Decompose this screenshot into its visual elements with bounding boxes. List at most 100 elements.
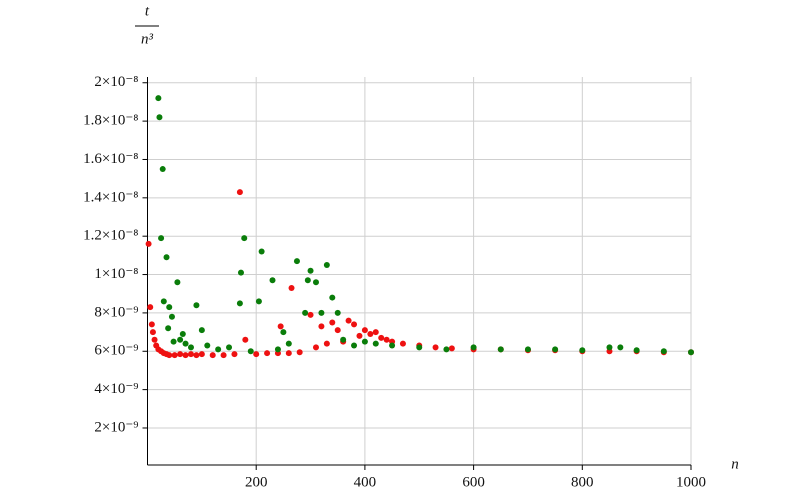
point: [255, 298, 262, 305]
point: [399, 340, 406, 347]
point: [149, 329, 156, 336]
point: [269, 277, 276, 284]
point: [606, 344, 613, 351]
point: [497, 346, 504, 353]
y-tick-label: 8×10⁻⁹: [94, 304, 138, 320]
point: [236, 189, 243, 196]
point: [307, 267, 314, 274]
y-tick-label: 2×10⁻⁹: [94, 419, 138, 435]
point: [345, 317, 352, 324]
point: [165, 325, 172, 332]
point: [274, 346, 281, 353]
point: [193, 302, 200, 309]
point: [242, 336, 249, 343]
point: [302, 309, 309, 316]
point: [304, 277, 311, 284]
point: [156, 114, 163, 121]
point: [443, 346, 450, 353]
point: [288, 284, 295, 291]
point: [198, 327, 205, 334]
point: [318, 309, 325, 316]
point: [155, 95, 162, 102]
point: [329, 294, 336, 301]
point: [193, 352, 200, 359]
point: [334, 309, 341, 316]
point: [231, 351, 238, 358]
point: [177, 336, 184, 343]
point: [296, 349, 303, 356]
x-tick-label: 200: [245, 474, 268, 490]
x-label: n: [731, 456, 739, 472]
point: [285, 350, 292, 357]
y-tick-label: 1.8×10⁻⁸: [83, 113, 138, 129]
point: [329, 319, 336, 326]
point: [356, 332, 363, 339]
point: [163, 254, 170, 261]
point: [293, 258, 300, 265]
point: [323, 340, 330, 347]
x-tick-label: 600: [462, 474, 485, 490]
point: [187, 351, 194, 358]
point: [226, 344, 233, 351]
point: [688, 349, 694, 356]
point: [147, 304, 154, 311]
y-label-numerator: t: [145, 3, 150, 19]
point: [524, 346, 531, 353]
y-tick-label: 4×10⁻⁹: [94, 381, 138, 397]
y-tick-label: 6×10⁻⁹: [94, 343, 138, 359]
point: [237, 269, 244, 276]
point: [177, 351, 184, 358]
y-tick-label: 1.2×10⁻⁸: [83, 228, 138, 244]
point: [367, 331, 374, 338]
point: [148, 321, 155, 328]
point: [372, 340, 379, 347]
point: [307, 311, 314, 318]
point: [168, 313, 175, 320]
point: [215, 346, 222, 353]
point: [617, 344, 624, 351]
point: [160, 298, 167, 305]
point: [340, 336, 347, 343]
point: [378, 334, 385, 341]
point: [285, 340, 292, 347]
point: [389, 342, 396, 349]
point: [204, 342, 211, 349]
y-tick-label: 1.6×10⁻⁸: [83, 151, 138, 167]
point: [312, 279, 319, 286]
point: [372, 329, 379, 336]
point: [145, 240, 152, 247]
point: [159, 166, 166, 173]
point: [187, 344, 194, 351]
point: [170, 338, 177, 345]
y-label-denominator: n³: [141, 31, 154, 47]
point: [209, 352, 216, 359]
point: [198, 351, 205, 358]
point: [351, 321, 358, 328]
point: [179, 331, 186, 338]
point: [552, 346, 559, 353]
point: [182, 340, 189, 347]
point: [174, 279, 181, 286]
point: [166, 352, 173, 359]
point: [247, 348, 254, 355]
point: [361, 327, 368, 334]
y-tick-label: 1×10⁻⁸: [94, 266, 138, 282]
x-tick-label: 800: [571, 474, 594, 490]
x-tick-label: 1000: [676, 474, 706, 490]
point: [432, 344, 439, 351]
point: [633, 347, 640, 354]
point: [158, 235, 165, 242]
point: [470, 344, 477, 351]
point: [448, 345, 455, 352]
point: [171, 352, 178, 359]
point: [323, 261, 330, 268]
point: [318, 323, 325, 330]
point: [383, 336, 390, 343]
point: [236, 300, 243, 307]
point: [351, 342, 358, 349]
y-tick-label: 2×10⁻⁸: [94, 74, 138, 90]
point: [361, 338, 368, 345]
x-tick-label: 400: [354, 474, 377, 490]
point: [312, 344, 319, 351]
